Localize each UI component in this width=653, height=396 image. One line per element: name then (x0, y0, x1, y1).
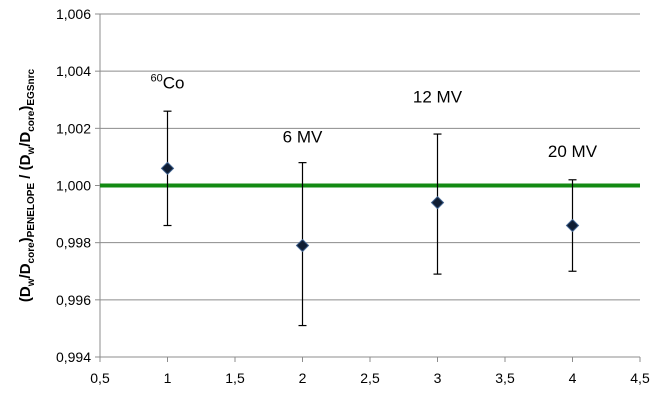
data-point (565, 218, 580, 233)
x-tick-label: 1,5 (225, 370, 245, 386)
annotations: 60Co 6 MV 12 MV 20 MV (151, 72, 598, 161)
data-markers (160, 161, 580, 253)
data-point (430, 195, 445, 210)
y-tick-label: 1,004 (56, 63, 91, 79)
annotation-label: 20 MV (548, 142, 598, 161)
y-tick-label: 0,994 (56, 349, 91, 365)
x-tick-label: 4 (569, 370, 577, 386)
y-tick-label: 0,998 (56, 235, 91, 251)
x-tick-label: 4,5 (630, 370, 650, 386)
data-point (160, 161, 175, 176)
annotation-label: 12 MV (413, 88, 463, 107)
x-tick-label: 2,5 (360, 370, 380, 386)
x-tick-label: 3,5 (495, 370, 515, 386)
data-point (295, 238, 310, 253)
y-tick-label: 1,002 (56, 120, 91, 136)
x-tick-label: 0,5 (90, 370, 110, 386)
y-tick-label: 1,006 (56, 6, 91, 22)
x-tick-label: 2 (299, 370, 307, 386)
x-tick-label: 1 (164, 370, 172, 386)
annotation-label: 60Co (151, 72, 185, 92)
error-bars (163, 110, 577, 327)
y-tick-label: 1,000 (56, 178, 91, 194)
y-axis-label: (Dw/Dcore)PENELOPE / (Dw/Dcore)EGSnrc (17, 68, 37, 302)
y-tick-label: 0,996 (56, 292, 91, 308)
axes (95, 13, 641, 362)
tick-labels: 0,994 0,996 0,998 1,000 1,002 1,004 1,006 0,5 1 1… (56, 6, 650, 386)
annotation-label: 6 MV (283, 128, 323, 147)
x-tick-label: 3 (434, 370, 442, 386)
